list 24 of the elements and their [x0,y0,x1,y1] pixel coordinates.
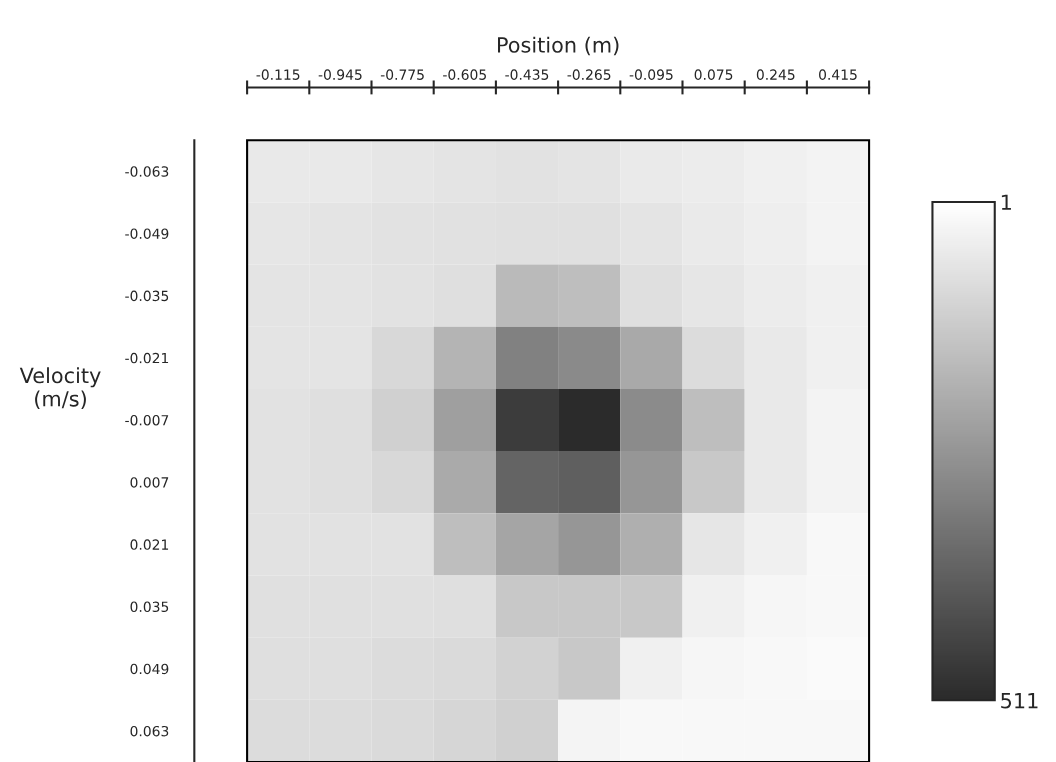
x-tick-label: -0.605 [443,69,486,80]
x-tick-label: 0.415 [819,69,857,80]
x-tick-label: 0.075 [694,69,733,80]
y-tick-label: -0.021 [125,352,169,364]
y-tick-label: 0.021 [130,539,169,550]
y-tick-label: -0.049 [125,228,169,239]
y-axis-title: Velocity (m/s) [19,367,101,410]
y-tick-label: 0.007 [130,477,169,488]
y-tick-label: -0.007 [125,414,169,426]
y-tick-label: -0.035 [125,290,169,302]
x-tick-label: -0.265 [567,69,611,80]
color-bar-label: 511 [1001,693,1038,709]
y-tick-label: -0.063 [125,166,169,177]
x-tick-label: -0.115 [256,69,300,80]
x-tick-label: -0.095 [629,69,673,80]
y-tick-label: 0.049 [130,663,169,675]
x-tick-label: -0.945 [318,69,362,80]
y-tick-label: 0.063 [130,725,169,737]
x-tick-label: -0.435 [505,69,549,80]
x-axis-title: Position (m) [498,36,619,56]
x-tick-label: 0.245 [756,69,795,80]
color-bar-label: 1 [1001,194,1011,210]
x-tick-label: -0.775 [380,69,424,80]
y-tick-label: 0.035 [130,601,169,613]
